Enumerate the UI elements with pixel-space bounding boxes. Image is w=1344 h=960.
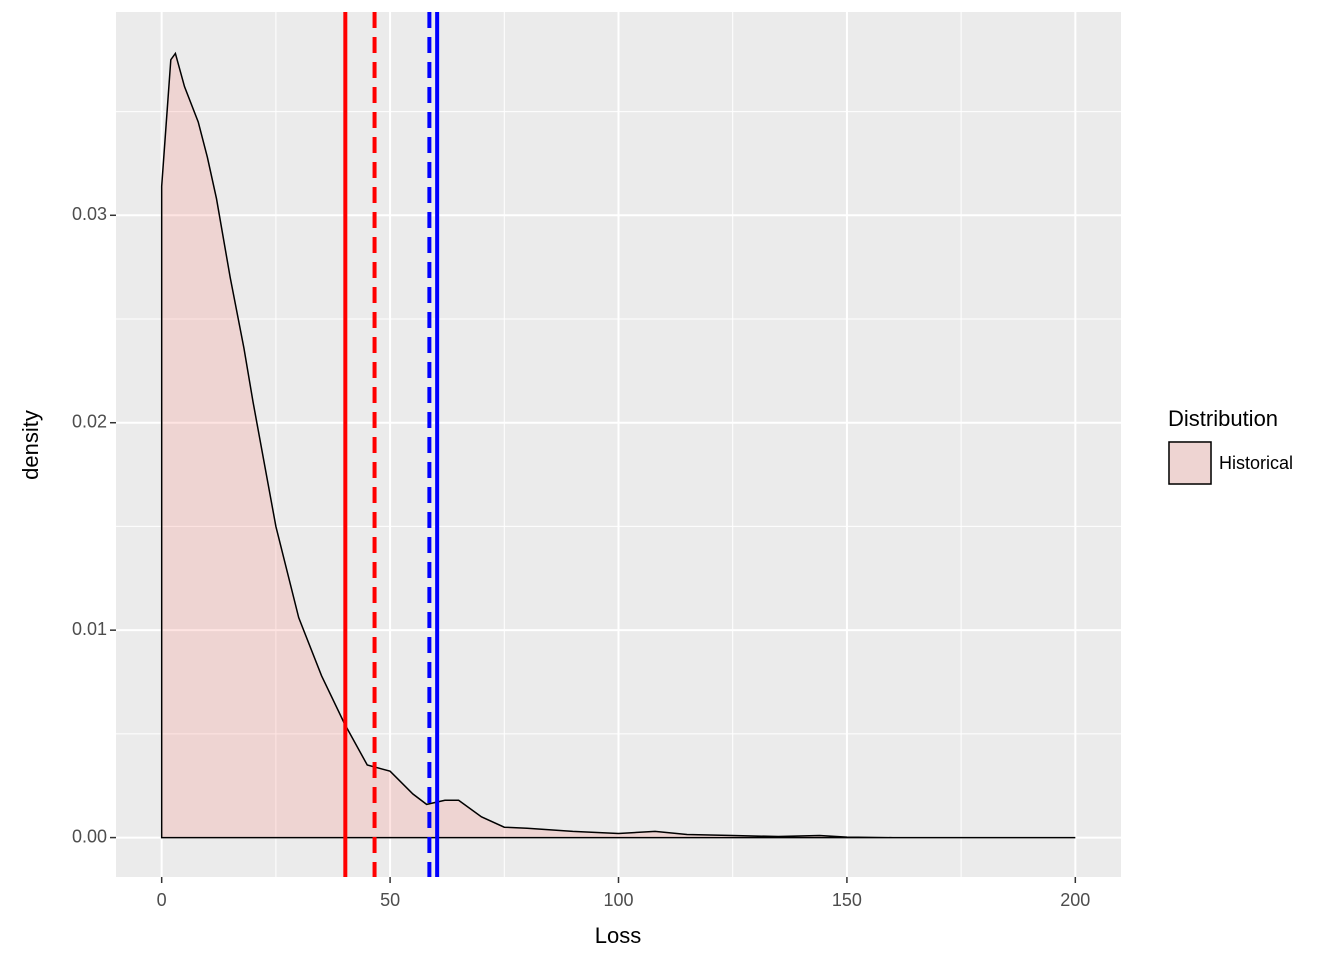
legend-key-bg — [1168, 441, 1212, 485]
y-axis-title: density — [18, 410, 43, 480]
marks — [160, 12, 1076, 877]
legend-title: Distribution — [1168, 406, 1278, 431]
x-tick-label: 50 — [380, 890, 400, 910]
legend-label: Historical — [1219, 453, 1293, 473]
x-axis-title: Loss — [595, 923, 641, 948]
legend: Distribution Historical — [1168, 406, 1293, 485]
legend-key — [1168, 441, 1212, 485]
x-tick-label: 150 — [832, 890, 862, 910]
x-tick-label: 100 — [603, 890, 633, 910]
density-area — [160, 51, 1076, 839]
y-tick-label: 0.00 — [72, 826, 107, 846]
x-tick-label: 0 — [157, 890, 167, 910]
y-tick-label: 0.01 — [72, 619, 107, 639]
y-tick-label: 0.03 — [72, 204, 107, 224]
axes: 0 50 100 150 200 0.00 0.01 0.02 0.03 — [72, 204, 1090, 910]
x-tick-label: 200 — [1060, 890, 1090, 910]
y-tick-label: 0.02 — [72, 411, 107, 431]
